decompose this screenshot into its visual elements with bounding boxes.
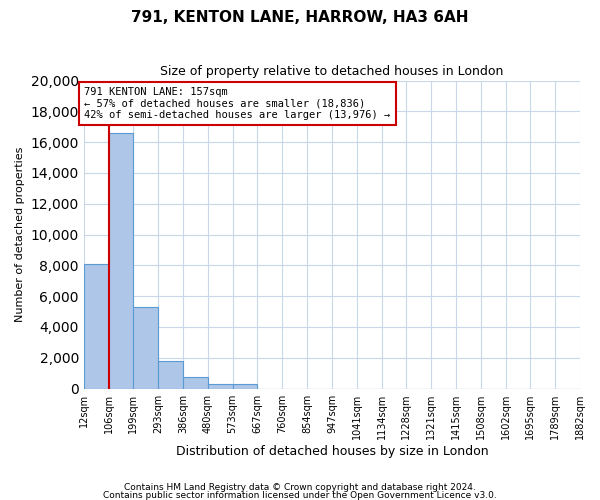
Text: Contains HM Land Registry data © Crown copyright and database right 2024.: Contains HM Land Registry data © Crown c…: [124, 484, 476, 492]
Text: Contains public sector information licensed under the Open Government Licence v3: Contains public sector information licen…: [103, 490, 497, 500]
Bar: [84, 264, 109, 388]
Bar: [208, 384, 233, 388]
Text: 791 KENTON LANE: 157sqm
← 57% of detached houses are smaller (18,836)
42% of sem: 791 KENTON LANE: 157sqm ← 57% of detache…: [84, 86, 391, 120]
Bar: [109, 133, 133, 388]
X-axis label: Distribution of detached houses by size in London: Distribution of detached houses by size …: [176, 444, 488, 458]
Title: Size of property relative to detached houses in London: Size of property relative to detached ho…: [160, 65, 503, 78]
Bar: [158, 361, 183, 388]
Bar: [133, 307, 158, 388]
Text: 791, KENTON LANE, HARROW, HA3 6AH: 791, KENTON LANE, HARROW, HA3 6AH: [131, 10, 469, 25]
Bar: [183, 377, 208, 388]
Bar: [233, 384, 257, 388]
Y-axis label: Number of detached properties: Number of detached properties: [15, 147, 25, 322]
